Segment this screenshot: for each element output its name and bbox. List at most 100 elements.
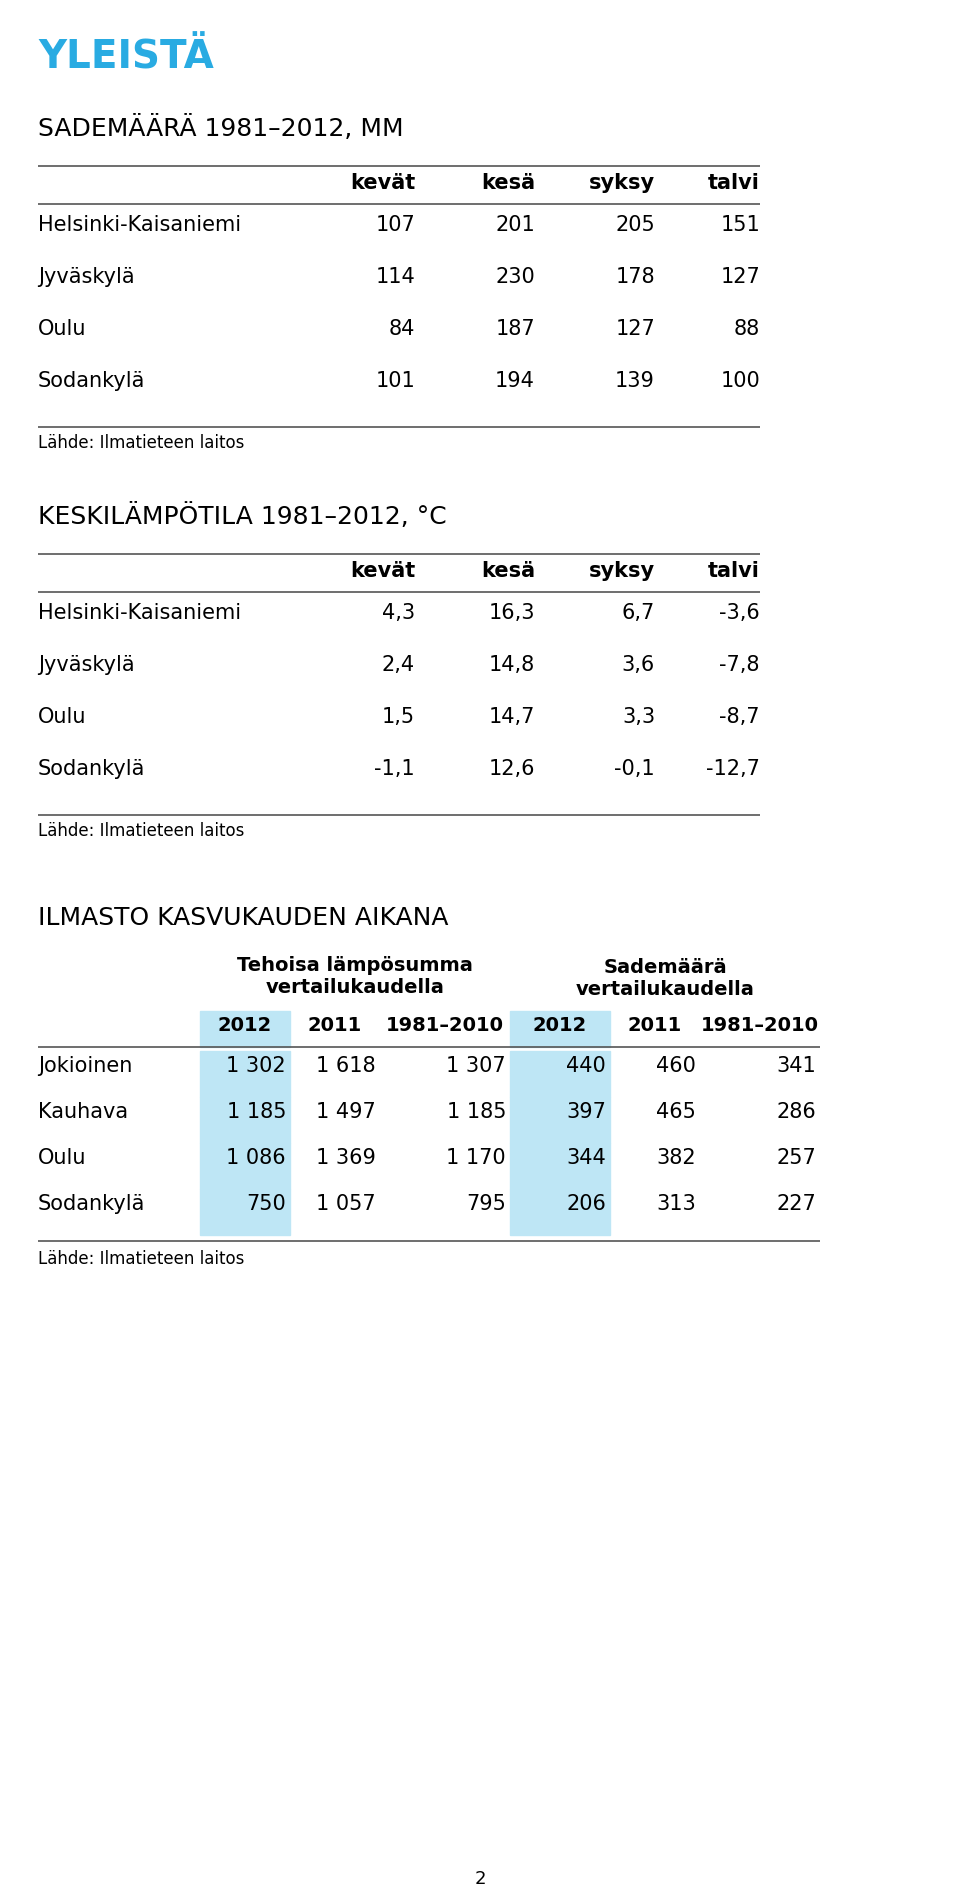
- Text: 2012: 2012: [533, 1015, 588, 1034]
- Text: SADEMÄÄRÄ 1981–2012, MM: SADEMÄÄRÄ 1981–2012, MM: [38, 116, 403, 140]
- Text: 465: 465: [656, 1101, 696, 1122]
- Text: 206: 206: [566, 1194, 606, 1213]
- Text: Sodankylä: Sodankylä: [38, 370, 145, 391]
- Text: 2011: 2011: [308, 1015, 362, 1034]
- Text: 16,3: 16,3: [489, 604, 535, 623]
- Text: 178: 178: [615, 268, 655, 287]
- Text: 286: 286: [777, 1101, 816, 1122]
- Text: 2,4: 2,4: [382, 655, 415, 674]
- Text: 2012: 2012: [218, 1015, 272, 1034]
- Text: 6,7: 6,7: [622, 604, 655, 623]
- Text: 1 185: 1 185: [227, 1101, 286, 1122]
- Text: 1 369: 1 369: [316, 1148, 376, 1167]
- Text: 382: 382: [657, 1148, 696, 1167]
- Text: Oulu: Oulu: [38, 706, 86, 727]
- Text: Oulu: Oulu: [38, 1148, 86, 1167]
- Text: ILMASTO KASVUKAUDEN AIKANA: ILMASTO KASVUKAUDEN AIKANA: [38, 905, 448, 930]
- Text: 151: 151: [720, 214, 760, 235]
- Text: 127: 127: [615, 319, 655, 340]
- Text: Oulu: Oulu: [38, 319, 86, 340]
- Bar: [200, 1012, 290, 1048]
- Text: 795: 795: [467, 1194, 506, 1213]
- Bar: [200, 1051, 290, 1097]
- Text: 1981–2010: 1981–2010: [701, 1015, 819, 1034]
- Text: Jyväskylä: Jyväskylä: [38, 268, 134, 287]
- Text: kevät: kevät: [349, 173, 415, 194]
- Text: Sodankylä: Sodankylä: [38, 759, 145, 778]
- Text: -0,1: -0,1: [614, 759, 655, 778]
- Text: 3,3: 3,3: [622, 706, 655, 727]
- Text: YLEISTÄ: YLEISTÄ: [38, 38, 214, 76]
- Text: 187: 187: [495, 319, 535, 340]
- Text: 2011: 2011: [628, 1015, 683, 1034]
- Text: Sodankylä: Sodankylä: [38, 1194, 145, 1213]
- Text: 127: 127: [720, 268, 760, 287]
- Text: 1 057: 1 057: [317, 1194, 376, 1213]
- Text: Helsinki-Kaisaniemi: Helsinki-Kaisaniemi: [38, 214, 241, 235]
- Text: talvi: talvi: [708, 173, 760, 194]
- Text: -3,6: -3,6: [719, 604, 760, 623]
- Text: Sademäärä
vertailukaudella: Sademäärä vertailukaudella: [576, 957, 755, 998]
- Text: 230: 230: [495, 268, 535, 287]
- Text: talvi: talvi: [708, 560, 760, 581]
- Text: 4,3: 4,3: [382, 604, 415, 623]
- Text: 14,7: 14,7: [489, 706, 535, 727]
- Bar: [510, 1097, 610, 1143]
- Text: 1 307: 1 307: [446, 1055, 506, 1076]
- Text: 750: 750: [247, 1194, 286, 1213]
- Text: -8,7: -8,7: [719, 706, 760, 727]
- Bar: [510, 1190, 610, 1236]
- Text: 3,6: 3,6: [622, 655, 655, 674]
- Text: 460: 460: [656, 1055, 696, 1076]
- Text: 257: 257: [777, 1148, 816, 1167]
- Text: kesä: kesä: [481, 173, 535, 194]
- Text: 114: 114: [375, 268, 415, 287]
- Text: 397: 397: [566, 1101, 606, 1122]
- Text: Lähde: Ilmatieteen laitos: Lähde: Ilmatieteen laitos: [38, 435, 245, 452]
- Text: 1 185: 1 185: [446, 1101, 506, 1122]
- Text: Kauhava: Kauhava: [38, 1101, 128, 1122]
- Text: 1981–2010: 1981–2010: [386, 1015, 504, 1034]
- Text: 101: 101: [375, 370, 415, 391]
- Bar: [200, 1143, 290, 1190]
- Text: 344: 344: [566, 1148, 606, 1167]
- Text: syksy: syksy: [588, 173, 655, 194]
- Text: -7,8: -7,8: [719, 655, 760, 674]
- Text: -12,7: -12,7: [707, 759, 760, 778]
- Text: Helsinki-Kaisaniemi: Helsinki-Kaisaniemi: [38, 604, 241, 623]
- Text: 12,6: 12,6: [489, 759, 535, 778]
- Text: 1 170: 1 170: [446, 1148, 506, 1167]
- Text: kesä: kesä: [481, 560, 535, 581]
- Text: 194: 194: [495, 370, 535, 391]
- Text: 201: 201: [495, 214, 535, 235]
- Text: 14,8: 14,8: [489, 655, 535, 674]
- Bar: [200, 1097, 290, 1143]
- Text: Lähde: Ilmatieteen laitos: Lähde: Ilmatieteen laitos: [38, 822, 245, 839]
- Text: KESKILÄMPÖTILA 1981–2012, °C: KESKILÄMPÖTILA 1981–2012, °C: [38, 503, 446, 530]
- Text: 1 497: 1 497: [316, 1101, 376, 1122]
- Bar: [510, 1143, 610, 1190]
- Text: 341: 341: [777, 1055, 816, 1076]
- Text: Lähde: Ilmatieteen laitos: Lähde: Ilmatieteen laitos: [38, 1249, 245, 1268]
- Text: -1,1: -1,1: [374, 759, 415, 778]
- Text: 139: 139: [615, 370, 655, 391]
- Text: 313: 313: [657, 1194, 696, 1213]
- Text: Jyväskylä: Jyväskylä: [38, 655, 134, 674]
- Text: 1 618: 1 618: [317, 1055, 376, 1076]
- Text: 440: 440: [566, 1055, 606, 1076]
- Text: syksy: syksy: [588, 560, 655, 581]
- Text: 205: 205: [615, 214, 655, 235]
- Text: Tehoisa lämpösumma
vertailukaudella: Tehoisa lämpösumma vertailukaudella: [237, 955, 473, 996]
- Text: 107: 107: [375, 214, 415, 235]
- Text: 1 302: 1 302: [227, 1055, 286, 1076]
- Text: 1,5: 1,5: [382, 706, 415, 727]
- Text: 100: 100: [720, 370, 760, 391]
- Bar: [200, 1190, 290, 1236]
- Bar: [510, 1012, 610, 1048]
- Text: 2: 2: [474, 1870, 486, 1887]
- Text: kevät: kevät: [349, 560, 415, 581]
- Bar: [510, 1051, 610, 1097]
- Text: 84: 84: [389, 319, 415, 340]
- Text: 227: 227: [777, 1194, 816, 1213]
- Text: 1 086: 1 086: [227, 1148, 286, 1167]
